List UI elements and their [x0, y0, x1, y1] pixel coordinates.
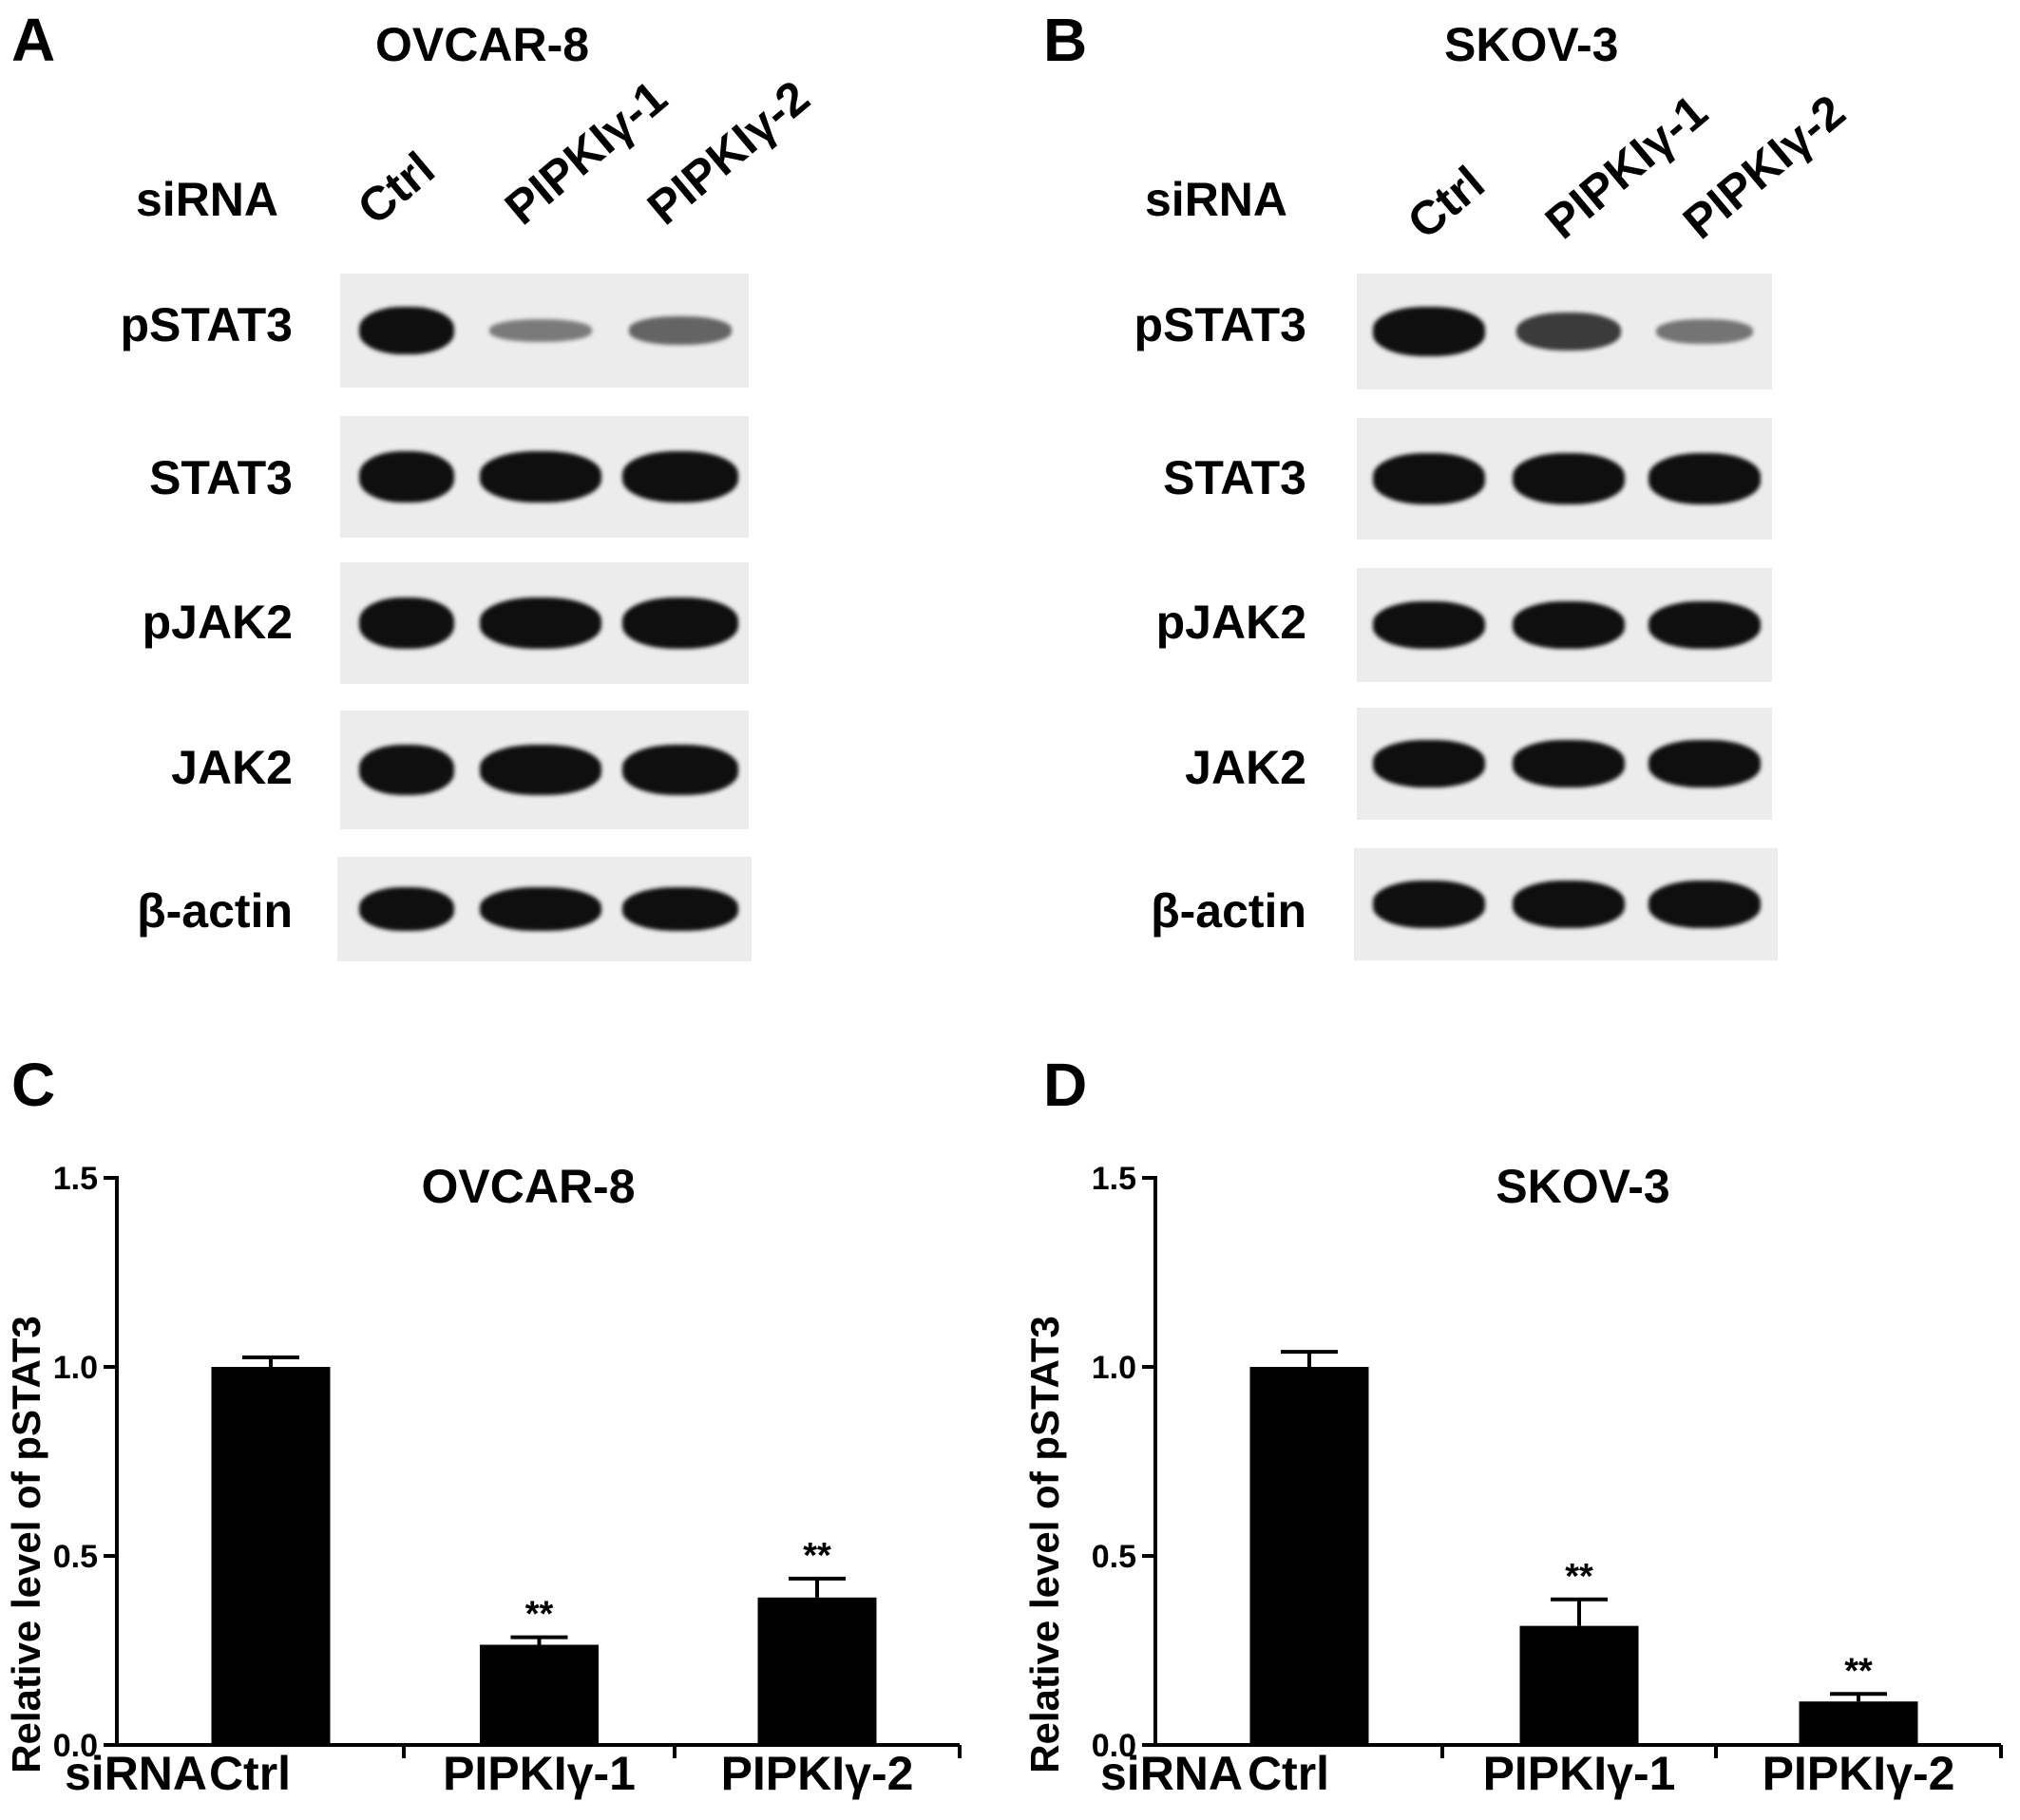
- row-label-beta-actin: β-actin: [137, 884, 293, 938]
- y-tick-label: 0.5: [1092, 1539, 1136, 1575]
- significance-marker: **: [1844, 1651, 1873, 1691]
- y-axis-label: Relative level of pSTAT3: [4, 1316, 48, 1773]
- blot-band: [488, 319, 593, 342]
- bar-chart-ovcar8: OVCAR-8 Relative level of pSTAT3 siRNA 0…: [4, 1160, 962, 1800]
- row-label-pjak2: pJAK2: [142, 596, 293, 649]
- blot-band: [622, 745, 738, 795]
- sirna-label: siRNA: [136, 173, 279, 226]
- row-label-pstat3: pSTAT3: [120, 298, 293, 351]
- panel-letter-d: D: [1043, 1051, 1088, 1119]
- x-axis-prefix: siRNA: [65, 1747, 207, 1800]
- bar: [480, 1644, 599, 1745]
- lane-label-pipki1: PIPKIγ-1: [494, 70, 677, 236]
- blot-band: [622, 451, 738, 502]
- x-category-label: Ctrl: [209, 1747, 291, 1800]
- y-tick-label: 1.0: [1092, 1350, 1136, 1386]
- blot-band: [622, 886, 738, 932]
- bar: [757, 1597, 877, 1745]
- significance-marker: **: [803, 1536, 831, 1576]
- significance-marker: **: [525, 1595, 554, 1635]
- blot-band: [359, 451, 454, 502]
- bar: [1799, 1701, 1918, 1745]
- blot-band: [1513, 453, 1625, 504]
- blot-band: [359, 886, 454, 932]
- row-label-beta-actin: β-actin: [1151, 884, 1306, 938]
- y-tick-label: 1.5: [1092, 1161, 1136, 1197]
- bar: [1249, 1367, 1369, 1745]
- blot-band: [1515, 312, 1622, 351]
- blot-band: [1373, 307, 1485, 356]
- row-label-stat3: STAT3: [1163, 451, 1306, 504]
- lane-label-ctrl: Ctrl: [1397, 156, 1495, 250]
- blot-band: [622, 597, 738, 649]
- blot-band: [1513, 600, 1625, 650]
- blot-band: [480, 451, 601, 502]
- chart-title: SKOV-3: [1496, 1160, 1669, 1213]
- y-tick-label: 0.0: [1092, 1728, 1136, 1764]
- x-category-label: PIPKIγ-2: [721, 1747, 914, 1800]
- x-axis-prefix: siRNA: [1100, 1747, 1243, 1800]
- y-tick-label: 1.0: [53, 1350, 98, 1386]
- y-tick-label: 1.5: [53, 1161, 98, 1197]
- row-label-pstat3: pSTAT3: [1134, 298, 1306, 351]
- x-category-label: PIPKIγ-1: [443, 1747, 636, 1800]
- blot-band: [480, 745, 601, 795]
- blot-band: [1656, 318, 1753, 345]
- blot-band: [1373, 740, 1485, 787]
- panel-letter-c: C: [11, 1051, 56, 1119]
- x-category-label: Ctrl: [1248, 1747, 1329, 1800]
- chart-title: OVCAR-8: [421, 1160, 635, 1213]
- significance-marker: **: [1565, 1557, 1593, 1597]
- blot-band: [359, 597, 454, 649]
- y-axis-label: Relative level of pSTAT3: [1022, 1316, 1067, 1773]
- y-tick-label: 0.5: [53, 1539, 98, 1575]
- blot-band: [1648, 740, 1761, 787]
- x-category-label: PIPKIγ-1: [1483, 1747, 1676, 1800]
- blot-band: [1648, 600, 1761, 650]
- blot-band: [359, 306, 454, 355]
- bar: [211, 1367, 331, 1745]
- blot-band: [480, 886, 601, 932]
- blot-band: [629, 316, 732, 345]
- blot-band: [1513, 740, 1625, 787]
- sirna-label: siRNA: [1145, 173, 1288, 226]
- blot-band: [1513, 881, 1625, 928]
- row-label-jak2: JAK2: [1185, 741, 1306, 794]
- y-tick-label: 0.0: [53, 1728, 98, 1764]
- row-label-jak2: JAK2: [171, 741, 293, 794]
- blot-band: [1648, 881, 1761, 928]
- blot-band: [359, 745, 454, 795]
- row-label-pjak2: pJAK2: [1155, 596, 1306, 649]
- bar-chart-skov3: SKOV-3 Relative level of pSTAT3 siRNA 0.…: [1022, 1160, 2003, 1800]
- blot-band: [1373, 600, 1485, 650]
- blot-band: [1648, 453, 1761, 504]
- panel-letter-b: B: [1043, 6, 1088, 74]
- blot-band: [480, 597, 601, 649]
- lane-label-ctrl: Ctrl: [347, 142, 445, 236]
- row-label-stat3: STAT3: [149, 451, 293, 504]
- panel-letter-a: A: [11, 6, 56, 74]
- blot-band: [1373, 881, 1485, 928]
- bar: [1519, 1625, 1639, 1745]
- blot-title: OVCAR-8: [375, 18, 590, 71]
- lane-label-pipki2: PIPKIγ-2: [637, 70, 820, 236]
- blot-title: SKOV-3: [1444, 18, 1619, 71]
- x-category-label: PIPKIγ-2: [1763, 1747, 1955, 1800]
- blot-band: [1373, 453, 1485, 504]
